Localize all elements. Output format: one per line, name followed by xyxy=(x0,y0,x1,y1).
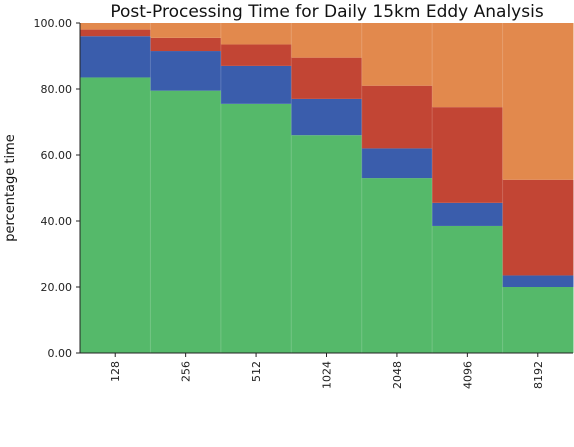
y-tick-label: 100.00 xyxy=(34,17,73,30)
series-1-segment-512 xyxy=(220,103,292,353)
series-4-segment-2048 xyxy=(361,23,433,86)
y-tick-label: 0.00 xyxy=(48,347,73,360)
x-tick-label: 2048 xyxy=(391,361,404,389)
chart-title: Post-Processing Time for Daily 15km Eddy… xyxy=(110,2,544,22)
x-tick-label: 1024 xyxy=(321,361,334,389)
series-4-segment-8192 xyxy=(502,23,574,180)
x-axis-ticks: 128 256 512 1024 2048 4096 8192 xyxy=(109,353,545,389)
series-3-segment-256 xyxy=(150,37,222,52)
series-1-segment-2048 xyxy=(361,178,433,353)
x-tick-label: 4096 xyxy=(461,361,474,389)
x-tick-label: 8192 xyxy=(532,361,545,389)
x-tick-label: 512 xyxy=(250,361,263,382)
series-1-segment-8192 xyxy=(502,287,574,353)
series-2-segment-256 xyxy=(150,51,222,91)
series-1-segment-4096 xyxy=(432,225,504,353)
y-tick-label: 20.00 xyxy=(41,281,73,294)
x-tick-label: 256 xyxy=(180,361,193,382)
series-4-segment-128 xyxy=(80,23,151,30)
series-4 xyxy=(80,23,574,180)
series-1-segment-256 xyxy=(150,90,222,354)
series-4-segment-1024 xyxy=(291,23,363,58)
series-3-segment-128 xyxy=(80,29,151,37)
y-tick-label: 60.00 xyxy=(41,149,73,162)
series-2-segment-128 xyxy=(80,36,151,78)
series-2-segment-8192 xyxy=(502,275,574,287)
y-axis-label: percentage time xyxy=(3,134,18,242)
series-4-segment-4096 xyxy=(432,23,504,108)
y-tick-label: 40.00 xyxy=(41,215,73,228)
series-3-segment-2048 xyxy=(361,85,433,149)
series-4-segment-256 xyxy=(150,23,222,38)
y-axis-ticks: 0.00 20.00 40.00 60.00 80.00 100.00 xyxy=(34,17,80,360)
series-4-segment-512 xyxy=(220,23,292,45)
series-1-segment-1024 xyxy=(291,135,363,353)
series-2-segment-2048 xyxy=(361,148,433,179)
y-tick-label: 80.00 xyxy=(41,83,73,96)
series-3-segment-4096 xyxy=(432,107,504,203)
stacked-areas xyxy=(80,23,574,354)
series-2 xyxy=(80,36,574,287)
series-3-segment-512 xyxy=(220,44,292,66)
x-tick-label: 128 xyxy=(109,361,122,382)
series-2-segment-512 xyxy=(220,65,292,104)
series-2-segment-4096 xyxy=(432,202,504,226)
series-1-segment-128 xyxy=(80,77,151,353)
series-3-segment-1024 xyxy=(291,57,363,99)
series-2-segment-1024 xyxy=(291,98,363,136)
series-3-segment-8192 xyxy=(502,179,574,276)
series-3 xyxy=(80,29,574,276)
series-1 xyxy=(80,77,574,354)
